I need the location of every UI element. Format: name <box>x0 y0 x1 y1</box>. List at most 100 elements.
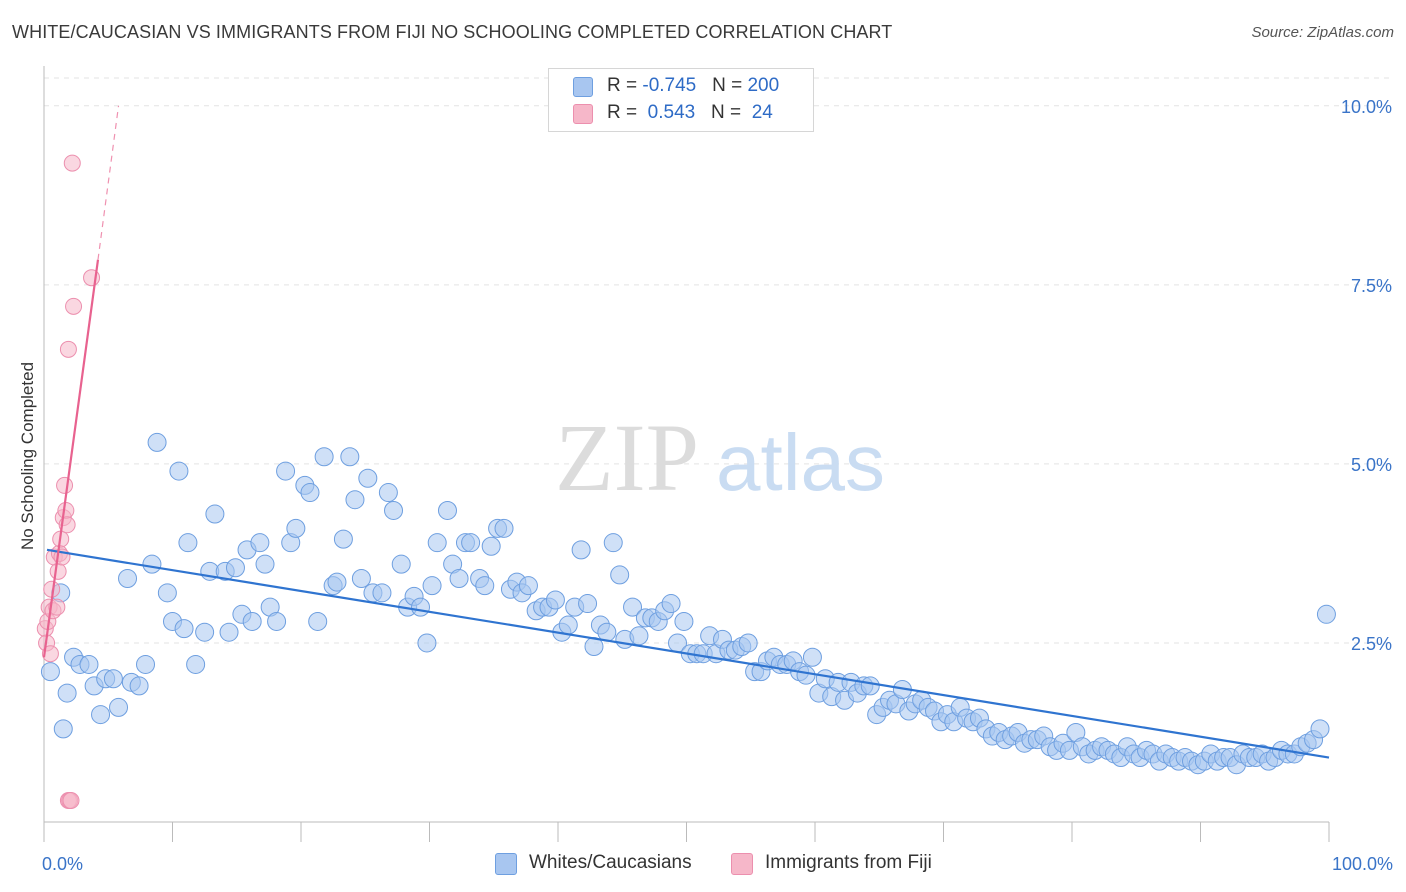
data-point-whites <box>802 647 822 667</box>
data-point-whites <box>449 568 469 588</box>
data-point-whites <box>384 500 404 520</box>
data-point-fiji <box>49 562 67 580</box>
data-point-whites <box>796 665 816 685</box>
data-point-fiji <box>65 297 83 315</box>
data-point-whites <box>333 529 353 549</box>
data-point-whites <box>571 540 591 560</box>
data-point-fiji <box>48 598 66 616</box>
legend-row-fiji: R = 0.543 N = 24 <box>573 102 773 126</box>
legend-n-label: N = <box>711 102 747 123</box>
y-tick-label: 2.5% <box>1351 634 1392 654</box>
y-tick-label: 7.5% <box>1351 276 1392 296</box>
data-point-whites <box>860 676 880 696</box>
legend-n-value: 24 <box>746 102 773 123</box>
watermark-atlas: atlas <box>716 418 885 507</box>
data-point-whites <box>481 536 501 556</box>
data-point-whites <box>351 568 371 588</box>
y-tick-label: 5.0% <box>1351 455 1392 475</box>
legend-n-value: 200 <box>747 75 780 96</box>
correlation-legend: R = -0.745 N = 200 R = 0.543 N = 24 <box>548 68 814 132</box>
data-point-whites <box>136 654 156 674</box>
data-point-whites <box>129 676 149 696</box>
data-point-fiji <box>62 792 80 810</box>
data-point-whites <box>327 572 347 592</box>
bottom-legend-label-fiji: Immigrants from Fiji <box>765 852 932 873</box>
data-point-whites <box>345 490 365 510</box>
legend-r-label: R = <box>607 102 643 123</box>
data-point-whites <box>174 619 194 639</box>
y-tick-label: 10.0% <box>1341 97 1392 117</box>
bottom-legend-swatch-fiji <box>731 853 753 875</box>
data-point-whites <box>603 533 623 553</box>
data-point-whites <box>674 611 694 631</box>
data-point-whites <box>276 461 296 481</box>
data-point-whites <box>340 447 360 467</box>
data-point-whites <box>1310 719 1330 739</box>
series-whites-points <box>40 432 1336 775</box>
data-point-whites <box>57 683 77 703</box>
data-point-whites <box>178 533 198 553</box>
data-point-fiji <box>59 340 77 358</box>
trend-line-fiji-extension <box>97 105 120 260</box>
data-point-whites <box>411 597 431 617</box>
trend-line-whites <box>46 548 1330 759</box>
bottom-legend-label-whites: Whites/Caucasians <box>529 852 692 873</box>
data-point-whites <box>53 719 73 739</box>
data-point-whites <box>286 518 306 538</box>
data-point-whites <box>242 611 262 631</box>
x-tick-label: 0.0% <box>42 854 83 874</box>
data-point-whites <box>378 483 398 503</box>
data-point-whites <box>358 468 378 488</box>
y-axis-label: No Schooling Completed <box>18 362 37 550</box>
data-point-whites <box>308 611 328 631</box>
data-point-whites <box>623 597 643 617</box>
legend-r-label: R = <box>607 75 643 96</box>
data-point-whites <box>494 518 514 538</box>
legend-swatch-fiji <box>573 104 593 124</box>
data-point-whites <box>422 576 442 596</box>
data-point-whites <box>169 461 189 481</box>
data-point-whites <box>661 594 681 614</box>
axes <box>43 66 1330 842</box>
data-point-whites <box>267 611 287 631</box>
legend-swatch-whites <box>573 77 593 97</box>
data-point-whites <box>417 633 437 653</box>
chart-title: WHITE/CAUCASIAN VS IMMIGRANTS FROM FIJI … <box>12 22 893 42</box>
data-point-whites <box>518 576 538 596</box>
watermark-zip: ZIP <box>555 404 699 511</box>
data-point-whites <box>427 533 447 553</box>
data-point-whites <box>629 626 649 646</box>
data-point-fiji <box>63 154 81 172</box>
data-point-whites <box>314 447 334 467</box>
data-point-whites <box>255 554 275 574</box>
data-point-whites <box>40 662 60 682</box>
data-point-whites <box>225 558 245 578</box>
data-point-whites <box>461 533 481 553</box>
legend-n-label: N = <box>712 75 748 96</box>
data-point-whites <box>157 583 177 603</box>
data-point-fiji <box>57 501 75 519</box>
data-point-whites <box>300 483 320 503</box>
data-point-whites <box>738 633 758 653</box>
data-point-whites <box>372 583 392 603</box>
data-point-whites <box>147 432 167 452</box>
data-point-whites <box>437 500 457 520</box>
data-point-whites <box>118 568 138 588</box>
trend-lines <box>42 105 1330 759</box>
data-point-whites <box>186 654 206 674</box>
data-point-whites <box>558 615 578 635</box>
data-point-whites <box>250 533 270 553</box>
data-point-whites <box>578 594 598 614</box>
data-point-whites <box>545 590 565 610</box>
data-point-whites <box>79 654 99 674</box>
trend-line-fiji <box>42 259 100 658</box>
data-point-whites <box>109 697 129 717</box>
data-point-whites <box>195 622 215 642</box>
data-point-fiji <box>41 645 59 663</box>
data-point-whites <box>103 669 123 689</box>
data-point-whites <box>610 565 630 585</box>
legend-row-whites: R = -0.745 N = 200 <box>573 75 779 99</box>
legend-r-value: -0.745 <box>642 75 697 96</box>
x-tick-label: 100.0% <box>1332 854 1393 874</box>
